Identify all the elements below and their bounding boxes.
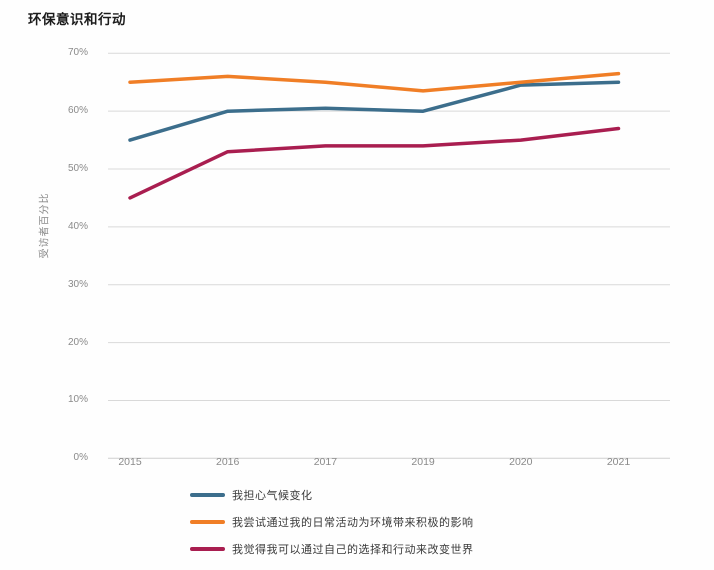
legend-item: 我担心气候变化 bbox=[190, 481, 474, 508]
y-tick-label: 30% bbox=[67, 278, 88, 290]
legend: 我担心气候变化我尝试通过我的日常活动为环境带来积极的影响 我觉得我可以通过自己的选… bbox=[190, 481, 474, 562]
legend-swatch bbox=[190, 519, 225, 524]
x-tick-label: 2019 bbox=[411, 456, 435, 468]
legend-item: 我尝试通过我的日常活动为环境带来积极的影响 bbox=[190, 508, 474, 535]
x-tick-label: 2017 bbox=[313, 456, 338, 468]
y-tick-label: 20% bbox=[67, 336, 88, 348]
legend-swatch bbox=[190, 492, 225, 497]
series-line bbox=[128, 71, 621, 93]
y-tick-label: 70% bbox=[67, 47, 88, 59]
x-tick-label: 2015 bbox=[118, 456, 142, 468]
y-tick-label: 50% bbox=[67, 163, 88, 174]
legend-item: 我觉得我可以通过自己的选择和行动来改变世界 bbox=[190, 535, 474, 562]
legend-swatch bbox=[190, 546, 225, 551]
x-tick-label: 2020 bbox=[509, 456, 533, 468]
series-line bbox=[128, 126, 621, 200]
x-tick-label: 2016 bbox=[216, 456, 240, 468]
chart-title: 环保意识和行动 bbox=[28, 12, 126, 27]
legend-label: 我担心气候变化 bbox=[232, 489, 313, 502]
legend-label: 我觉得我可以通过自己的选择和行动来改变世界 bbox=[232, 543, 474, 556]
series-line bbox=[128, 80, 621, 142]
x-tick-label: 2021 bbox=[606, 456, 631, 468]
y-tick-label: 60% bbox=[67, 105, 88, 117]
y-tick-label: 40% bbox=[67, 220, 88, 232]
legend-label: 我尝试通过我的日常活动为环境带来积极的影响 bbox=[232, 516, 474, 529]
y-tick-label: 10% bbox=[67, 394, 88, 406]
y-tick-label: 0% bbox=[73, 452, 88, 464]
